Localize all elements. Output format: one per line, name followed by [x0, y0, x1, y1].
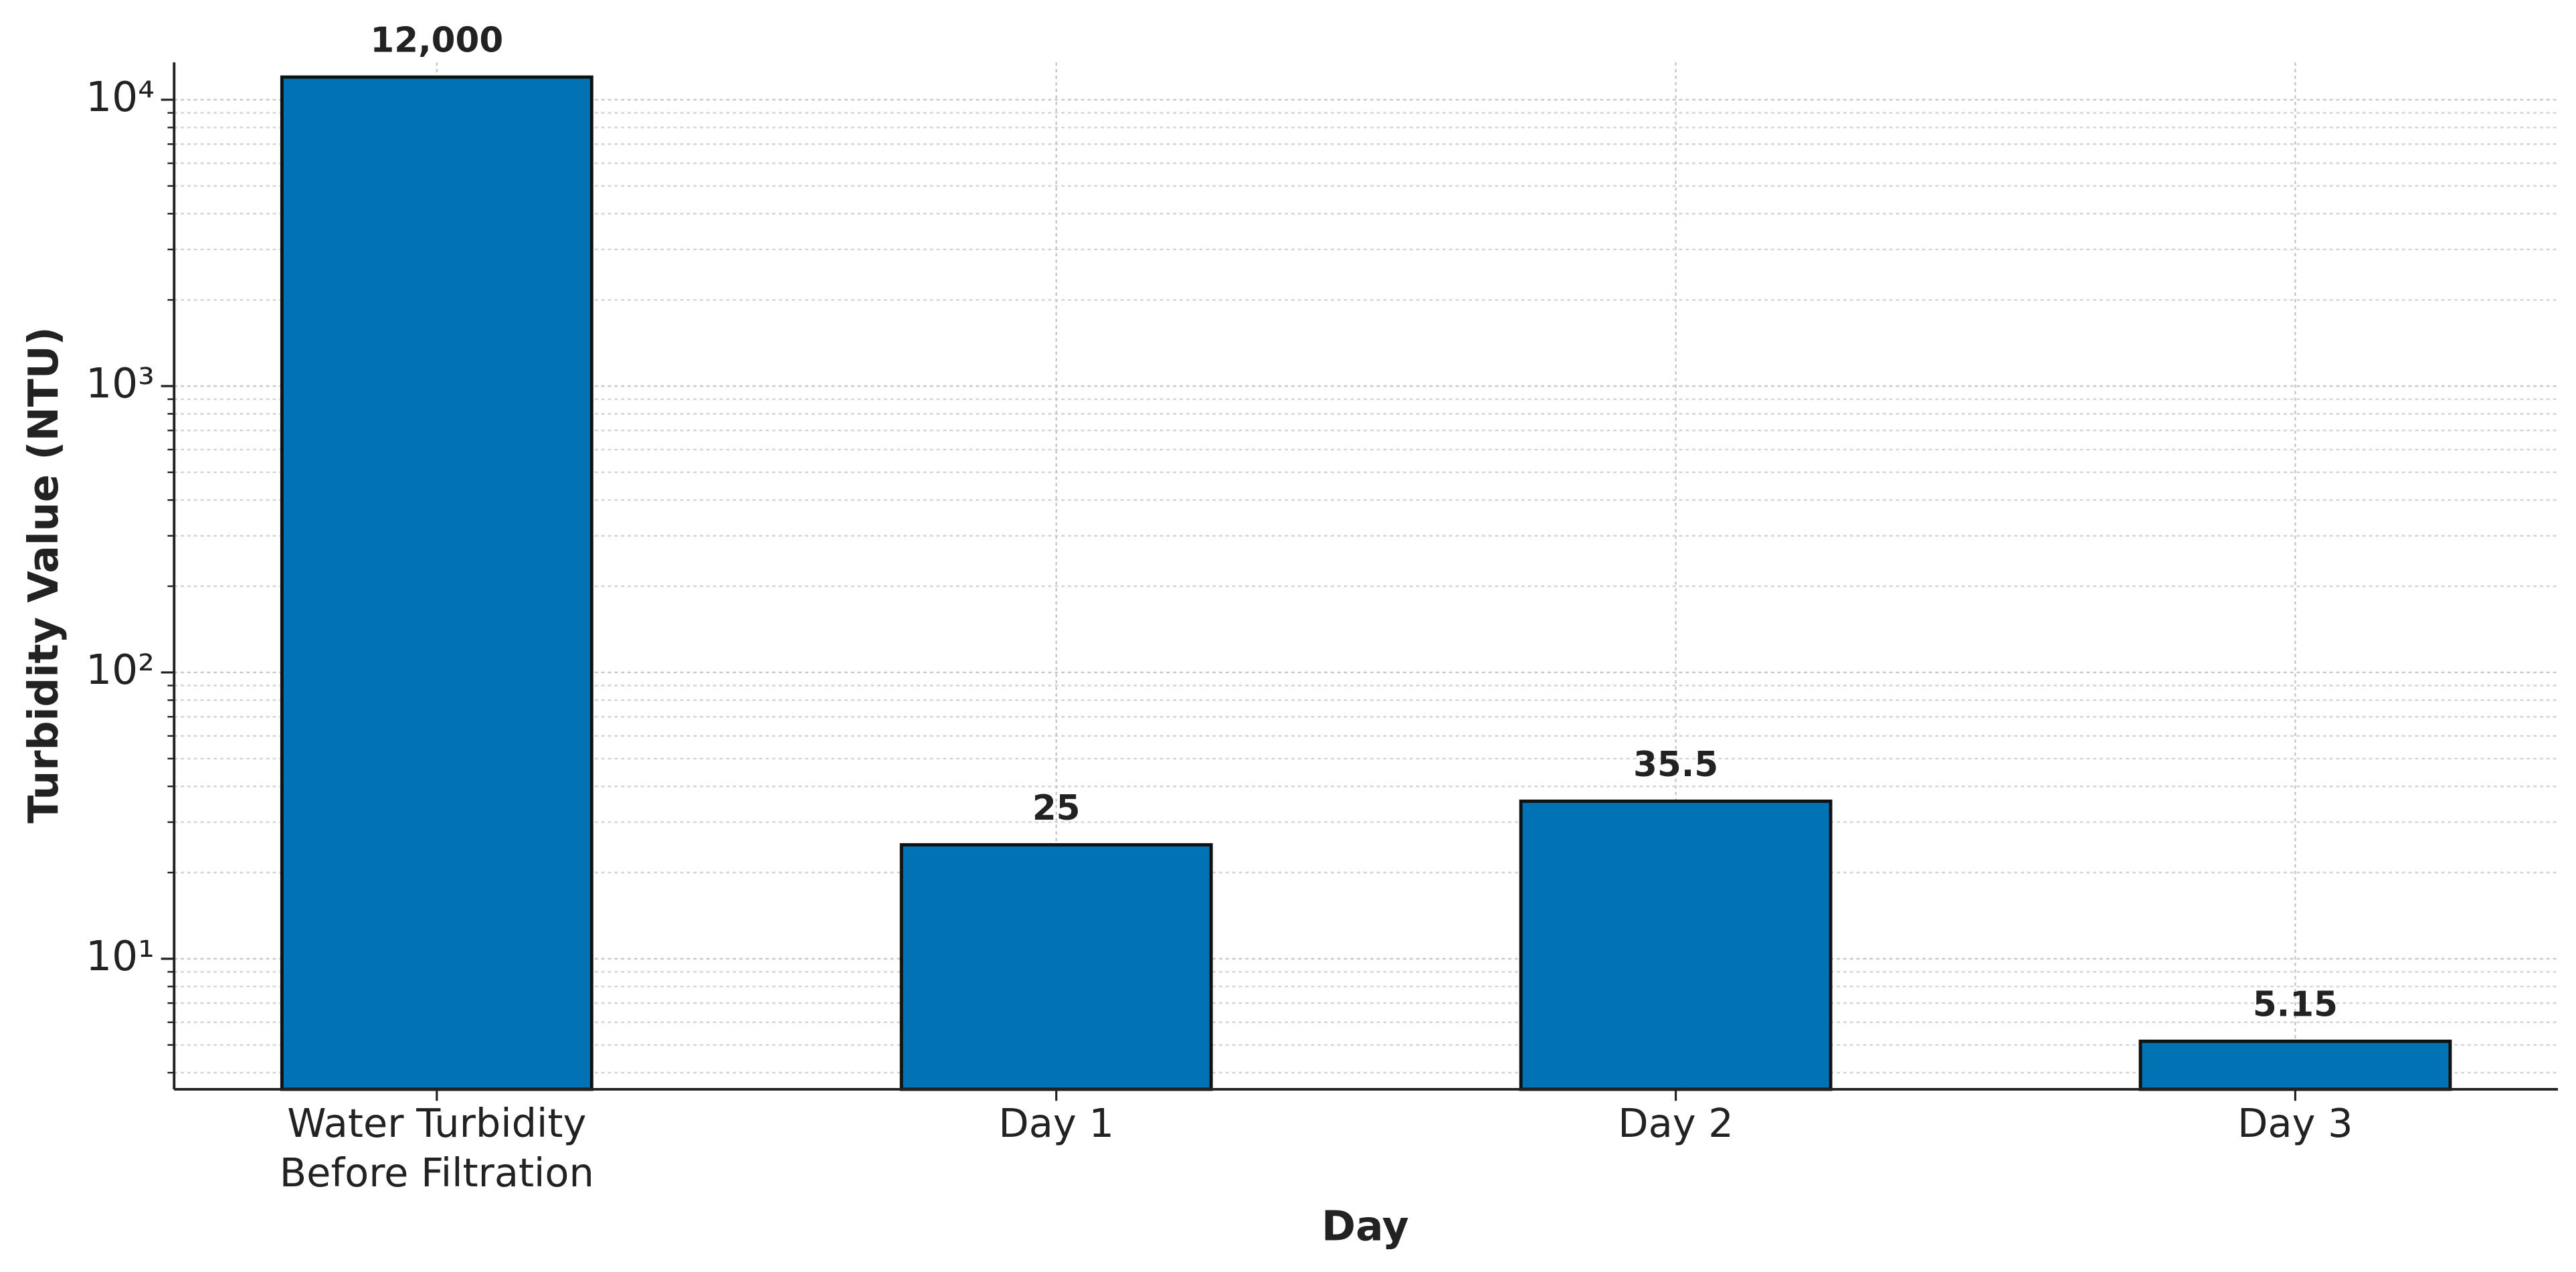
x-tick-label: Day 1 — [998, 1101, 1114, 1147]
x-tick-label: Day 3 — [2237, 1101, 2353, 1147]
bar — [280, 75, 593, 1091]
value-label: 25 — [1032, 788, 1081, 828]
y-tick-label: 10³ — [86, 360, 155, 407]
bar — [1519, 799, 1833, 1091]
axes: 10¹ 10² 10³ 10⁴ Water Turbidity Before Filtr… — [86, 62, 2558, 1196]
value-label: 5.15 — [2253, 985, 2338, 1025]
y-tick-label: 10¹ — [86, 933, 155, 980]
x-tick-label-box: Day 3 — [2237, 1101, 2353, 1147]
value-label: 35.5 — [1633, 745, 1718, 785]
bar — [2138, 1039, 2452, 1091]
x-tick-label-box: Day 2 — [1618, 1101, 1734, 1147]
y-axis-title: Turbidity Value (NTU) — [20, 327, 68, 823]
x-tick-label-box: Water Turbidity Before Filtration — [279, 1101, 594, 1196]
y-tick-label: 10⁴ — [86, 74, 155, 121]
x-tick-label: Water Turbidity Before Filtration — [279, 1101, 594, 1196]
x-tick-label: Day 2 — [1618, 1101, 1734, 1147]
y-tick-label: 10² — [86, 646, 155, 694]
bar — [899, 843, 1213, 1091]
bars: 12,000 25 35.5 5.15 — [280, 21, 2452, 1091]
value-label: 12,000 — [370, 21, 503, 61]
x-tick-label-box: Day 1 — [998, 1101, 1114, 1147]
x-axis-title: Day — [1321, 1203, 1408, 1251]
